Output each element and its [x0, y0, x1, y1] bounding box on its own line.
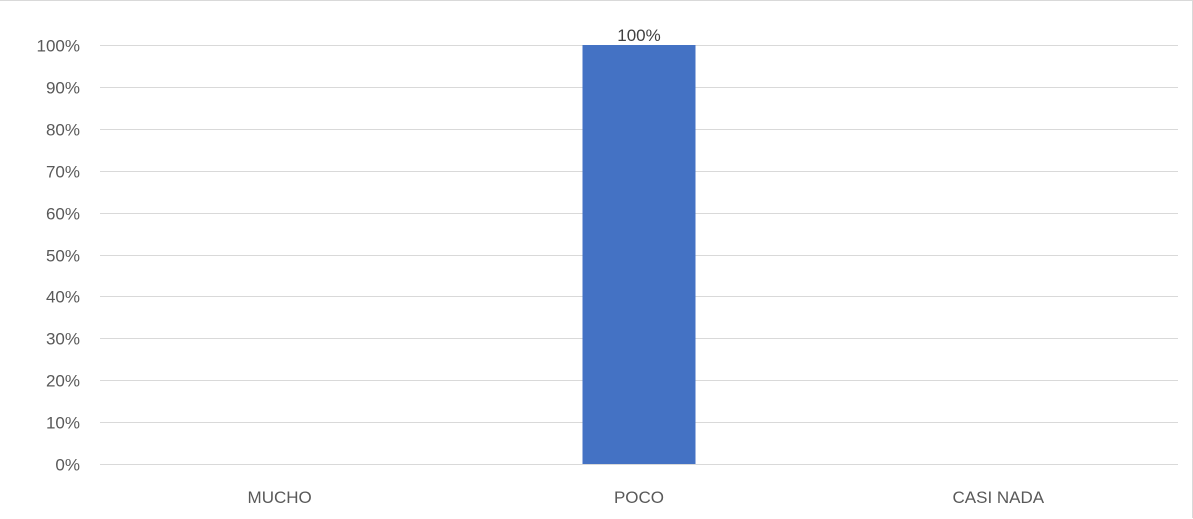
x-tick-label: MUCHO: [248, 488, 312, 507]
y-tick-label: 50%: [46, 247, 80, 266]
y-tick-label: 70%: [46, 163, 80, 182]
y-tick-label: 10%: [46, 414, 80, 433]
x-tick-label: CASI NADA: [953, 488, 1045, 507]
y-tick-label: 100%: [37, 37, 80, 56]
y-tick-label: 40%: [46, 288, 80, 307]
y-tick-label: 60%: [46, 205, 80, 224]
data-label: 100%: [617, 26, 660, 45]
bar-poco: [582, 45, 696, 464]
y-axis-tick-labels: 0% 10% 20% 30% 40% 50% 60% 70% 80% 90% 100%: [37, 37, 80, 475]
y-tick-label: 80%: [46, 121, 80, 140]
x-axis-tick-labels: MUCHO POCO CASI NADA: [248, 488, 1045, 507]
data-labels: 100%: [617, 26, 660, 45]
y-tick-label: 30%: [46, 330, 80, 349]
y-tick-label: 90%: [46, 79, 80, 98]
x-tick-label: POCO: [614, 488, 664, 507]
bars: [582, 45, 696, 464]
y-tick-label: 0%: [55, 456, 80, 475]
y-tick-label: 20%: [46, 372, 80, 391]
